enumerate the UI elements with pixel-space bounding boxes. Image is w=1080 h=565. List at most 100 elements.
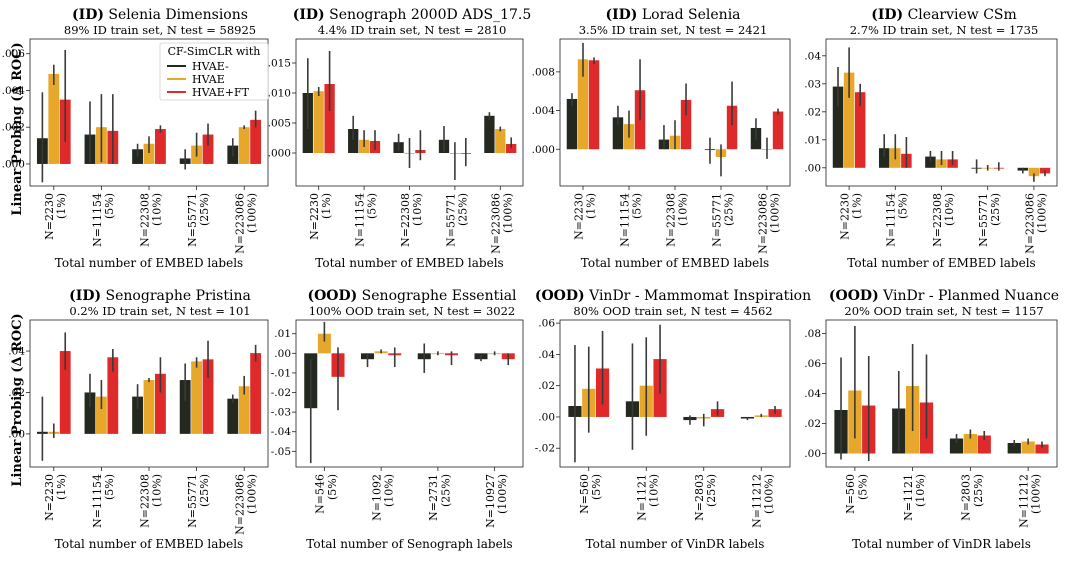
x-tick-label-count: N=560 [578, 474, 591, 514]
legend-label-hvae-ft: HVAE+FT [192, 86, 250, 99]
x-tick-label-count: N=223086 [234, 474, 247, 535]
y-tick-label: .004 [2, 85, 26, 97]
x-tick-label: N=22308(10%) [931, 193, 956, 247]
x-tick-label-count: N=1121 [902, 474, 915, 521]
y-tick-label: .06 [804, 358, 821, 370]
bar [854, 92, 866, 168]
x-tick-label-percent: (100%) [768, 193, 781, 233]
x-tick-label-percent: (5%) [590, 474, 603, 500]
panel-title: (OOD) VinDr - Mammomat Inspiration [535, 288, 811, 304]
bar [143, 143, 155, 164]
y-tick-label: .006 [2, 48, 26, 60]
x-tick-label: N=55771(25%) [710, 193, 735, 247]
x-tick-label: N=223086(100%) [756, 193, 781, 254]
x-tick-label-count: N=546 [314, 474, 327, 514]
bar [949, 438, 964, 454]
panel-title: (ID) Senographe Pristina [69, 288, 251, 304]
y-tick-label: .02 [8, 387, 25, 399]
x-tick-label-count: N=55771 [444, 193, 457, 247]
bar [566, 98, 578, 150]
x-tick-label-percent: (5%) [366, 193, 379, 219]
x-tick-label-count: N=55771 [186, 193, 199, 247]
panel-subtitle: 20% OOD train set, N test = 1157 [844, 304, 1043, 318]
x-tick-label: N=11154(5%) [91, 193, 116, 247]
panel-title-tag: (OOD) [829, 288, 879, 304]
x-tick-label-count: N=11154 [885, 193, 898, 247]
plot-frame [295, 319, 524, 468]
x-tick-label-percent: (1%) [55, 193, 68, 219]
plot-frame [559, 319, 791, 468]
x-tick-label-count: N=2230 [43, 474, 56, 521]
panel-title-tag: (ID) [72, 7, 104, 23]
bar [1028, 167, 1040, 177]
x-axis-label: Total number of EMBED labels [55, 537, 243, 551]
y-tick-label: .015 [268, 58, 291, 70]
y-tick-label: -.03 [271, 407, 291, 419]
panel-title-tag: (ID) [293, 7, 325, 23]
x-tick-label-count: N=2230 [308, 193, 321, 240]
x-tick-label-percent: (1%) [320, 193, 333, 219]
panel-subtitle: 2.7% ID train set, N test = 1735 [850, 23, 1039, 37]
bar [506, 144, 517, 153]
bar [772, 111, 784, 150]
panel-title-tag: (ID) [871, 7, 903, 23]
bar [878, 148, 890, 168]
y-axis-label-row-1: Linear Probing (Δ ROC) [10, 42, 25, 215]
bar [132, 396, 143, 434]
legend: CF-SimCLR with HVAE- HVAE HVAE+FT [159, 42, 269, 101]
panel-subtitle: 3.5% ID train set, N test = 2421 [579, 23, 768, 37]
bar [1035, 444, 1049, 454]
y-tick-label: -.02 [535, 443, 555, 455]
panel-subtitle: 0.2% ID train set, N test = 101 [69, 304, 250, 318]
bar [155, 373, 166, 434]
y-tick-label: .04 [804, 50, 821, 62]
y-tick-label: .00 [538, 411, 555, 423]
x-tick-label: N=10927(100%) [484, 474, 509, 528]
bar [495, 129, 506, 153]
bar [324, 84, 335, 153]
panel-title: (ID) Clearview CSm [871, 7, 1017, 23]
x-tick-label-percent: (10%) [383, 474, 396, 507]
y-tick-label: -.02 [271, 387, 291, 399]
panel-title: (OOD) VinDr - Planmed Nuance [829, 288, 1059, 304]
x-tick-label-count: N=1092 [370, 474, 383, 521]
bar [612, 117, 624, 150]
bar [348, 129, 359, 153]
bar [250, 119, 262, 164]
x-tick-label-percent: (5%) [103, 474, 116, 500]
x-tick-label-count: N=560 [844, 474, 857, 514]
panel-title: (ID) Senograph 2000D ADS_17.5 [293, 7, 532, 23]
x-axis-label: Total number of EMBED labels [847, 256, 1035, 270]
x-tick-label-count: N=11212 [751, 474, 764, 528]
x-axis-label: Total number of EMBED labels [581, 256, 769, 270]
x-tick-label: N=2803(25%) [960, 474, 985, 521]
bar [202, 134, 214, 164]
x-tick-label: N=2230(1%) [572, 193, 597, 240]
bar [227, 398, 239, 434]
bar [238, 386, 250, 434]
x-tick-label-percent: (5%) [897, 193, 910, 219]
x-tick-label-count: N=22308 [138, 193, 151, 247]
x-tick-label: N=55771(25%) [444, 193, 469, 247]
x-tick-label-count: N=2230 [43, 193, 56, 240]
x-tick-label: N=55771(25%) [186, 474, 211, 528]
bar [238, 127, 250, 164]
x-tick-label-percent: (100%) [1035, 193, 1048, 233]
y-tick-label: .08 [804, 328, 821, 340]
bar [484, 115, 495, 153]
bar [588, 60, 600, 150]
x-tick-label-percent: (10%) [411, 193, 424, 226]
panel-title-name: Senographe Essential [357, 288, 517, 304]
x-tick-label-count: N=11154 [618, 193, 631, 247]
x-tick-label-count: N=22308 [138, 474, 151, 528]
bar [963, 434, 978, 454]
x-tick-label-count: N=10927 [484, 474, 497, 528]
panel-title-tag: (OOD) [307, 288, 357, 304]
legend-box [159, 42, 269, 101]
x-tick-label-percent: (25%) [972, 474, 985, 507]
x-tick-label-percent: (100%) [496, 474, 509, 514]
